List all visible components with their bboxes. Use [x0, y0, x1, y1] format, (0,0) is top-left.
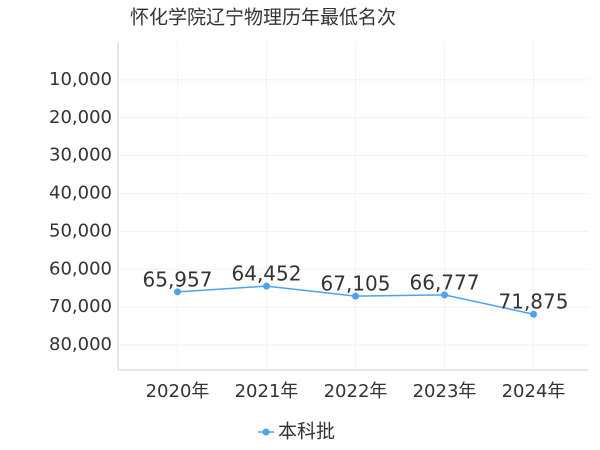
y-tick-label: 30,000 — [49, 145, 112, 166]
y-tick-label: 80,000 — [49, 334, 112, 355]
x-tick-label: 2020年 — [146, 381, 210, 402]
legend-label: 本科批 — [278, 421, 335, 443]
y-tick-label: 50,000 — [49, 220, 112, 241]
data-label: 64,452 — [232, 262, 302, 286]
point — [263, 282, 270, 290]
point — [441, 291, 448, 299]
x-tick-label: 2021年 — [235, 381, 299, 402]
point — [174, 288, 181, 296]
data-label: 66,777 — [410, 270, 480, 294]
x-tick-label: 2023年 — [413, 381, 477, 402]
y-tick-label: 40,000 — [49, 183, 112, 204]
y-tick-label: 10,000 — [49, 69, 112, 90]
y-tick-label: 20,000 — [49, 107, 112, 128]
x-tick-label: 2022年 — [324, 381, 388, 402]
x-tick-label: 2024年 — [502, 381, 566, 402]
point — [352, 292, 359, 300]
y-tick-label: 70,000 — [49, 296, 112, 317]
y-tick-label: 60,000 — [49, 258, 112, 279]
data-label: 71,875 — [499, 290, 569, 314]
chart-title: 怀化学院辽宁物理历年最低名次 — [130, 7, 396, 29]
data-label: 67,105 — [321, 272, 391, 296]
legend-marker — [262, 428, 270, 436]
point — [530, 310, 537, 318]
data-label: 65,957 — [143, 267, 213, 291]
